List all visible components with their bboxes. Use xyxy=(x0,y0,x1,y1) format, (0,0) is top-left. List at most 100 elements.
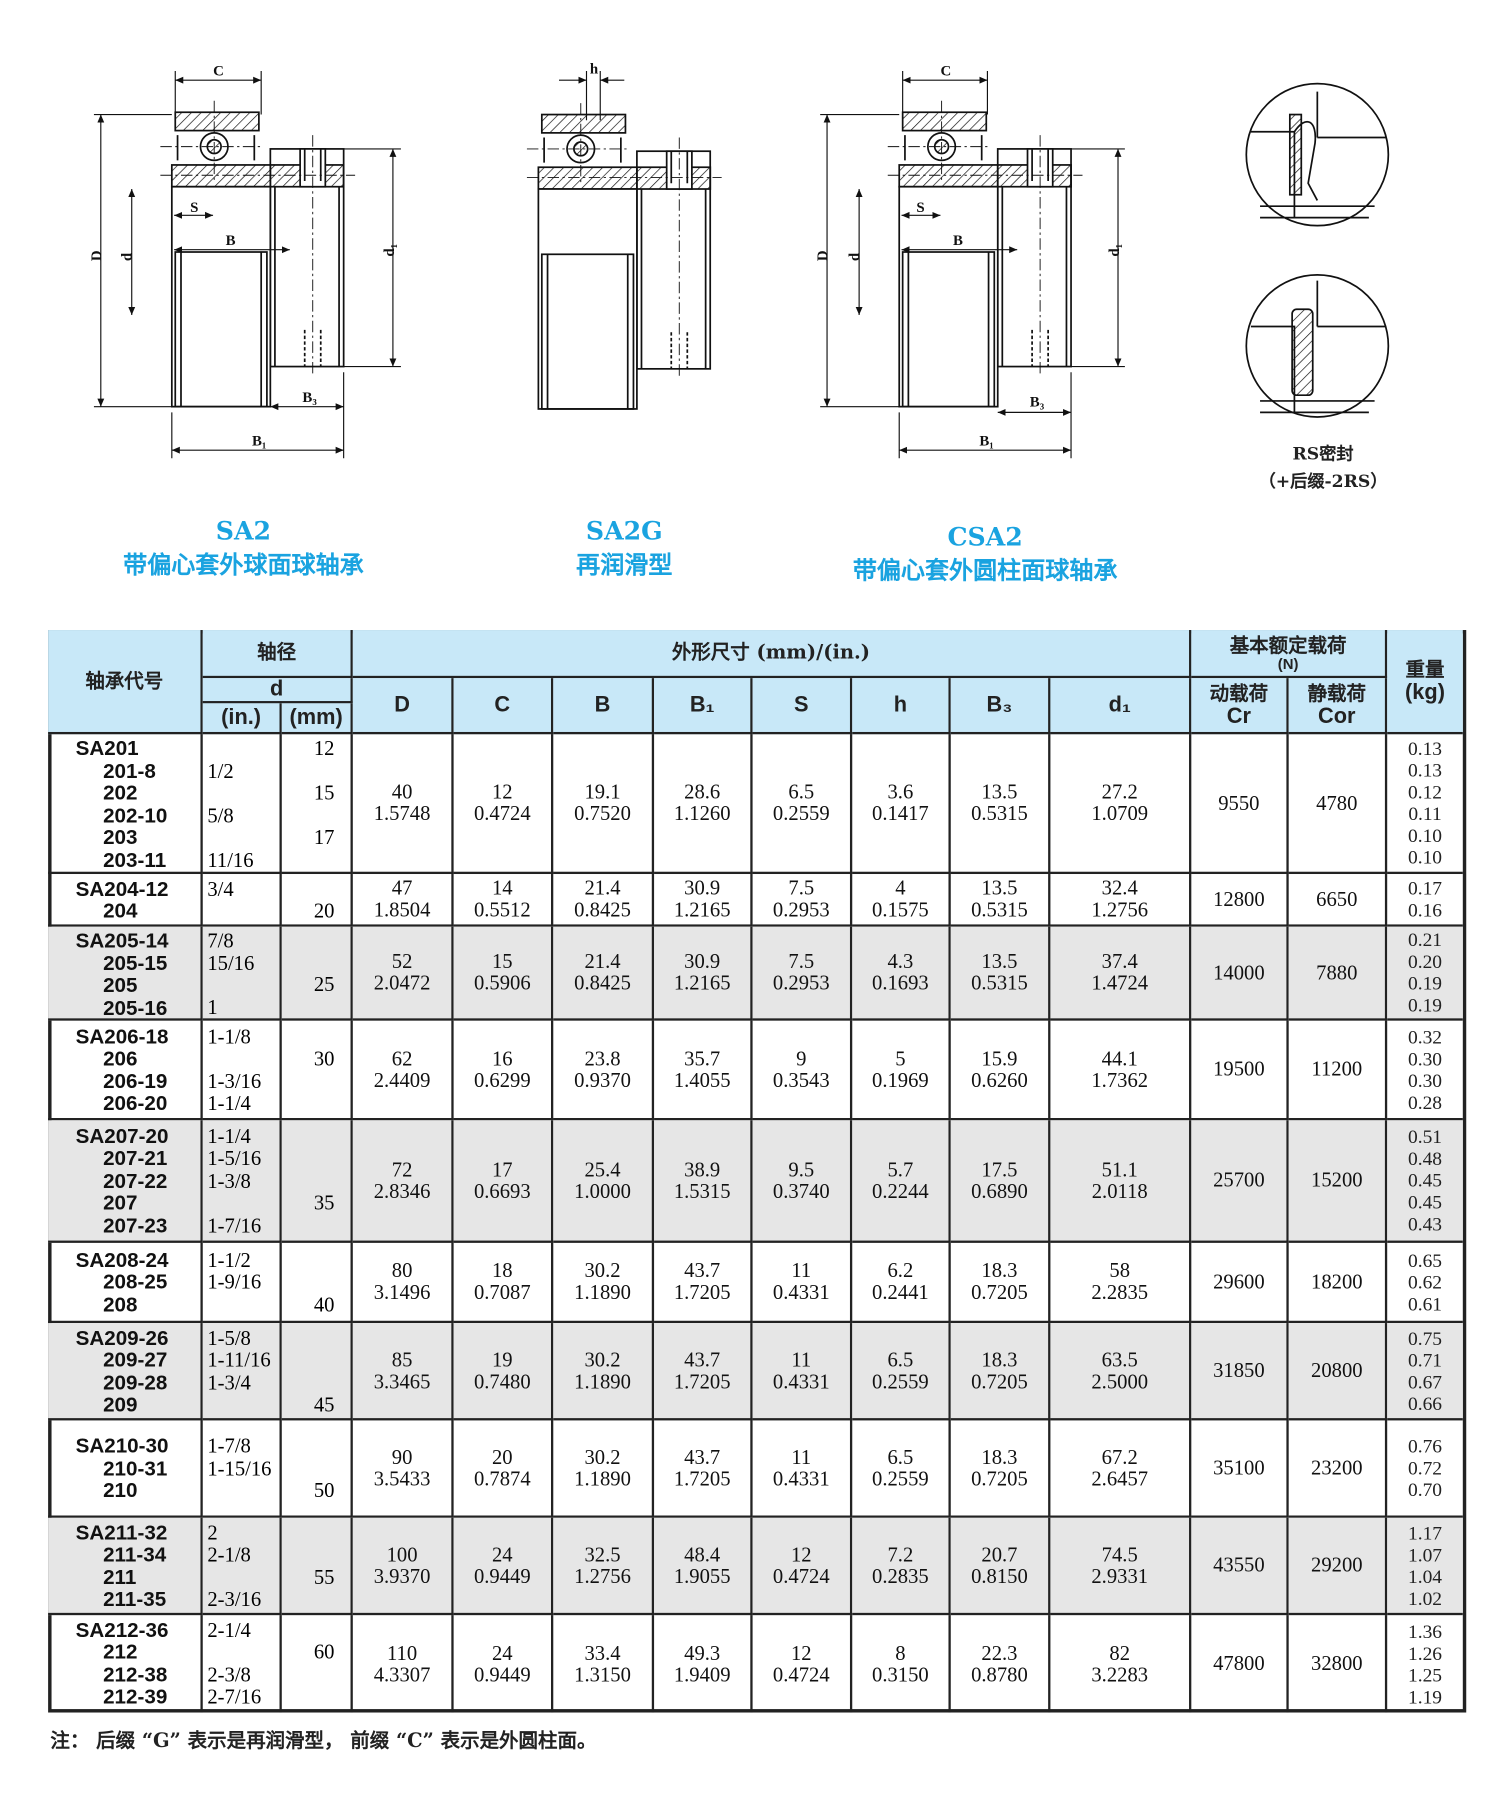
dim-inch-value: 0.8780 xyxy=(971,1662,1028,1686)
header-symbol: Cr xyxy=(1226,703,1251,728)
bearing-designation: 207-22 xyxy=(103,1169,168,1193)
weight-value: 1.36 xyxy=(1407,1620,1443,1643)
header-col-1: C xyxy=(453,678,554,735)
dim-label-b1: B₁ xyxy=(979,434,993,450)
dim-cell-h: 8 0.3150 xyxy=(852,1615,951,1713)
dim-inch-value: 0.4331 xyxy=(772,1466,830,1490)
weight-cell: 1.17 1.07 1.04 1.02 xyxy=(1387,1517,1463,1616)
seal-caption: RS密封 （+后缀-2RS） xyxy=(1237,440,1409,495)
dim-label-s: S xyxy=(190,200,198,216)
shaft-mm-value: 20 xyxy=(313,899,335,923)
dim-inch-value: 0.9370 xyxy=(574,1068,631,1092)
weight-cell: 0.13 0.13 0.12 0.11 0.10 0.10 xyxy=(1387,734,1463,875)
bearing-designation: 208 xyxy=(103,1292,138,1316)
static-load-cell: 6650 xyxy=(1288,874,1388,927)
header-label: 轴径 xyxy=(257,641,297,665)
dim-inch-value: 1.3150 xyxy=(574,1662,631,1686)
dim-mm-value: 110 xyxy=(386,1640,418,1664)
designation-cell: SA207-20 207-21 207-22 207 207-23 xyxy=(48,1120,203,1243)
dim-cell-h: 4.3 0.1693 xyxy=(852,926,951,1021)
dim-mm-value: 7.5 xyxy=(788,949,815,973)
dim-cell-C: 24 0.9449 xyxy=(454,1615,554,1713)
header-static-load: 静载荷 Cor xyxy=(1288,678,1388,735)
bearing-designation: 207-23 xyxy=(103,1213,168,1237)
weight-value: 0.62 xyxy=(1407,1270,1443,1293)
dim-mm-value: 20 xyxy=(491,1445,513,1468)
shaft-inch-value: 1-3/16 xyxy=(207,1069,262,1093)
dim-mm-value: 24 xyxy=(491,1640,513,1664)
dim-inch-value: 0.7205 xyxy=(971,1466,1028,1490)
static-load-value: 32800 xyxy=(1311,1651,1363,1675)
dynamic-load-value: 35100 xyxy=(1213,1455,1265,1479)
dim-cell-C: 16 0.6299 xyxy=(453,1020,554,1121)
dim-mm-value: 11 xyxy=(791,1445,812,1468)
dim-cell-D: 110 4.3307 xyxy=(353,1615,454,1713)
dim-mm-value: 13.5 xyxy=(981,949,1018,973)
seal-detail-drawing xyxy=(1245,82,1390,418)
weight-value: 0.28 xyxy=(1407,1091,1443,1113)
weight-value: 0.65 xyxy=(1407,1249,1443,1271)
weight-value: 0.11 xyxy=(1408,802,1442,825)
bearing-designation: 212 xyxy=(103,1640,138,1664)
dim-cell-h: 6.5 0.2559 xyxy=(852,1420,951,1518)
bearing-designation: 209-28 xyxy=(103,1370,168,1394)
dim-inch-value: 0.8425 xyxy=(574,971,631,995)
weight-value: 0.76 xyxy=(1407,1435,1443,1458)
header-label: 静载荷 xyxy=(1307,682,1367,706)
dim-cell-S: 12 0.4724 xyxy=(753,1615,853,1713)
shaft-inch-cell: 1-1/2 1-9/16 xyxy=(202,1242,282,1324)
dim-inch-value: 0.3150 xyxy=(872,1662,929,1686)
dim-inch-value: 1.5315 xyxy=(673,1179,731,1203)
dim-inch-value: 2.2835 xyxy=(1091,1280,1149,1304)
dim-mm-value: 74.5 xyxy=(1101,1542,1138,1566)
caption-sa2g: SA2G 再润滑型 xyxy=(510,515,739,581)
dim-inch-value: 1.5748 xyxy=(373,801,431,825)
dim-cell-B: 19.1 0.7520 xyxy=(553,734,655,875)
static-load-value: 23200 xyxy=(1311,1455,1363,1479)
dim-mm-value: 25.4 xyxy=(584,1157,621,1181)
shaft-inch-value: 15/16 xyxy=(207,951,255,975)
dim-label-d1: d₁ xyxy=(1107,244,1123,257)
bearing-designation: 211 xyxy=(103,1565,137,1589)
shaft-inch-value: 2-1/8 xyxy=(207,1542,251,1566)
dynamic-load-cell: 19500 xyxy=(1191,1020,1289,1121)
shaft-inch-value xyxy=(207,975,279,996)
dim-cell-D: 62 2.4409 xyxy=(352,1020,454,1121)
shaft-inch-value: 5/8 xyxy=(207,803,234,827)
bearing-designation: 206-20 xyxy=(103,1091,168,1115)
header-weight: 重量 (kg) xyxy=(1387,630,1463,735)
header-label: d₁ xyxy=(1108,692,1131,717)
dim-cell-D: 52 2.0472 xyxy=(352,926,454,1021)
dim-cell-D: 72 2.8346 xyxy=(352,1120,454,1243)
dim-mm-value: 30.9 xyxy=(684,949,721,973)
dim-mm-value: 13.5 xyxy=(981,780,1018,803)
shaft-inch-value: 2-1/4 xyxy=(207,1618,251,1641)
dim-cell-d₁: 82 3.2283 xyxy=(1050,1615,1192,1713)
dim-inch-value: 1.4724 xyxy=(1091,971,1149,995)
dim-inch-value: 0.2244 xyxy=(872,1179,929,1203)
dim-inch-value: 0.5315 xyxy=(971,898,1028,921)
weight-value: 1.26 xyxy=(1407,1642,1443,1664)
weight-value: 0.19 xyxy=(1407,994,1443,1017)
shaft-inch-value: 1-7/16 xyxy=(207,1213,262,1237)
dim-cell-S: 9.5 0.3740 xyxy=(752,1120,853,1243)
dim-cell-B₃: 18.3 0.7205 xyxy=(950,1323,1051,1421)
header-col-7: d₁ xyxy=(1050,678,1192,735)
bearing-designation: 212-38 xyxy=(103,1662,168,1686)
weight-value: 0.67 xyxy=(1407,1370,1443,1393)
shaft-mm-cell: 45 xyxy=(281,1323,353,1421)
dim-cell-S: 7.5 0.2953 xyxy=(752,874,853,927)
bearing-designation: 211-34 xyxy=(103,1542,167,1566)
shaft-inch-value xyxy=(207,738,279,760)
dim-inch-value: 3.9370 xyxy=(373,1564,431,1588)
shaft-inch-cell: 1-1/8 1-3/16 1-1/4 xyxy=(202,1020,282,1121)
header-symbol: Cor xyxy=(1318,703,1356,728)
dim-mm-value: 15.9 xyxy=(981,1046,1018,1070)
bearing-designation: 211-35 xyxy=(103,1587,167,1611)
dim-cell-C: 20 0.7874 xyxy=(453,1420,554,1518)
csa2-drawing: C S B D d d₁ B₃ B₁ xyxy=(815,64,1125,459)
bearing-designation: SA210-30 xyxy=(75,1434,169,1458)
dynamic-load-cell: 29600 xyxy=(1191,1242,1289,1324)
dim-mm-value: 9.5 xyxy=(788,1157,815,1181)
weight-cell: 0.51 0.48 0.45 0.45 0.43 xyxy=(1387,1120,1463,1243)
